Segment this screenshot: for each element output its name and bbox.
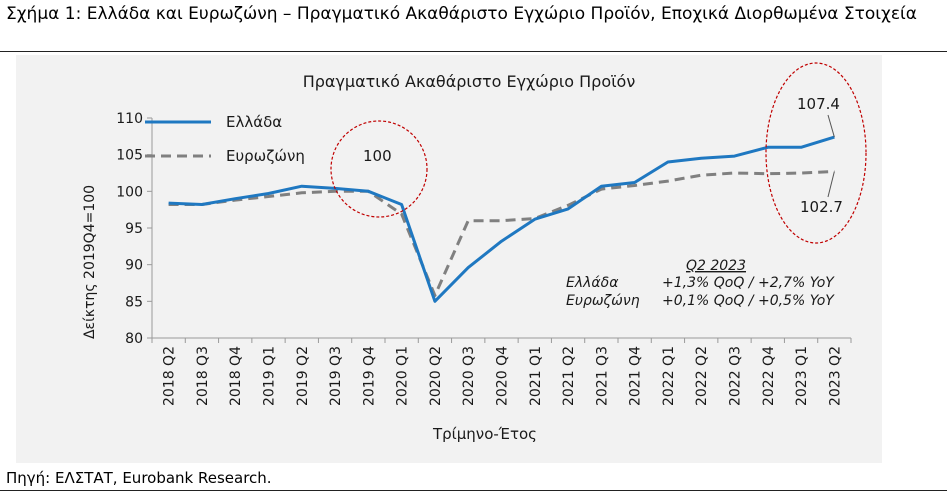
series-line-greece <box>168 135 835 303</box>
leader-line-eurozone <box>827 171 835 198</box>
legend-label-eurozone: Ευρωζώνη <box>226 147 305 165</box>
q2-greece-stats: +1,3% QoQ / +2,7% YoY <box>662 275 835 291</box>
x-tick-label: 2019 Q2 <box>295 346 311 406</box>
q2-euro-stats: +0,1% QoQ / +0,5% YoY <box>662 293 835 309</box>
x-tick-label: 2021 Q1 <box>528 346 544 406</box>
x-tick-label: 2023 Q1 <box>794 346 810 406</box>
legend-label-greece: Ελλάδα <box>226 113 282 131</box>
y-tick-label: 100 <box>116 184 143 200</box>
x-tick-label: 2021 Q3 <box>594 346 610 406</box>
y-tick-label: 80 <box>125 331 143 347</box>
y-tick-label: 85 <box>125 294 143 310</box>
x-tick-label: 2020 Q2 <box>428 346 444 406</box>
bottom-divider <box>0 490 947 491</box>
x-tick-label: 2018 Q2 <box>162 346 178 406</box>
q2-euro-name: Ευρωζώνη <box>566 293 640 309</box>
x-tick-label: 2018 Q4 <box>228 346 244 406</box>
x-tick-label: 2020 Q1 <box>395 346 411 406</box>
x-axis-label: Τρίμηνο-Έτος <box>432 425 537 443</box>
q2-greece-name: Ελλάδα <box>566 275 619 291</box>
gdp-line-chart: Πραγματικό Ακαθάριστο Εγχώριο Προϊόν Δεί… <box>82 62 867 443</box>
x-tick-label: 2022 Q2 <box>694 346 710 406</box>
title-divider <box>0 51 947 52</box>
x-tick-label: 2023 Q2 <box>827 346 843 406</box>
annotation-100: 100 <box>363 147 392 165</box>
figure-title: Σχήμα 1: Ελλάδα και Ευρωζώνη – Πραγματικ… <box>6 4 917 24</box>
highlight-circle-2019q4 <box>330 120 428 218</box>
y-tick-label: 95 <box>125 221 143 237</box>
x-tick-label: 2019 Q1 <box>262 346 278 406</box>
annotation-euro-last: 102.7 <box>800 198 843 216</box>
x-tick-label: 2018 Q3 <box>195 346 211 406</box>
x-tick-label: 2019 Q3 <box>328 346 344 406</box>
annotation-greece-last: 107.4 <box>797 95 840 113</box>
x-tick-label: 2020 Q4 <box>495 346 511 406</box>
chart-panel: Πραγματικό Ακαθάριστο Εγχώριο Προϊόν Δεί… <box>16 55 882 463</box>
x-tick-label: 2021 Q2 <box>561 346 577 406</box>
q2-2023-title: Q2 2023 <box>686 258 746 274</box>
y-tick-label: 105 <box>116 148 143 164</box>
series-line-eurozone <box>168 170 835 297</box>
x-tick-label: 2020 Q3 <box>461 346 477 406</box>
chart-title: Πραγματικό Ακαθάριστο Εγχώριο Προϊόν <box>303 72 636 91</box>
x-tick-label: 2019 Q4 <box>361 346 377 406</box>
source-note: Πηγή: ΕΛΣΤΑΤ, Eurobank Research. <box>6 469 272 487</box>
y-tick-label: 90 <box>125 258 143 274</box>
x-tick-label: 2022 Q3 <box>728 346 744 406</box>
y-axis-label: Δείκτης 2019Q4=100 <box>82 185 98 339</box>
x-tick-label: 2022 Q4 <box>761 346 777 406</box>
x-tick-label: 2022 Q1 <box>661 346 677 406</box>
highlight-ellipse-2023 <box>765 62 867 244</box>
y-tick-label: 110 <box>116 111 143 127</box>
x-tick-label: 2021 Q4 <box>628 346 644 406</box>
leader-line-greece <box>827 114 835 138</box>
